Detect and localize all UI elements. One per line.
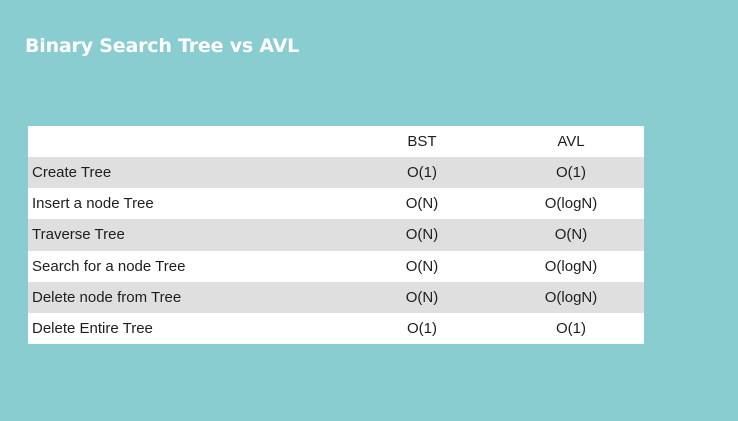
table-row: Create Tree O(1) O(1) xyxy=(28,157,644,189)
avl-cell: O(logN) xyxy=(498,188,644,220)
table-row: Delete Entire Tree O(1) O(1) xyxy=(28,312,644,344)
bst-cell: O(N) xyxy=(346,250,498,282)
row-label: Insert a node Tree xyxy=(28,188,346,220)
avl-cell: O(logN) xyxy=(498,250,644,282)
row-label: Delete node from Tree xyxy=(28,281,346,313)
bst-cell: O(N) xyxy=(346,219,498,251)
bst-cell: O(1) xyxy=(346,312,498,344)
slide-title: Binary Search Tree vs AVL xyxy=(25,35,300,57)
table-row: Traverse Tree O(N) O(N) xyxy=(28,219,644,251)
table-row: Search for a node Tree O(N) O(logN) xyxy=(28,250,644,282)
row-label: Traverse Tree xyxy=(28,219,346,251)
bst-cell: O(1) xyxy=(346,157,498,189)
header-cell-avl: AVL xyxy=(498,126,644,158)
avl-cell: O(logN) xyxy=(498,281,644,313)
bst-cell: O(N) xyxy=(346,188,498,220)
table-row: Insert a node Tree O(N) O(logN) xyxy=(28,188,644,220)
table-row: Delete node from Tree O(N) O(logN) xyxy=(28,281,644,313)
header-cell-blank xyxy=(28,126,346,158)
row-label: Search for a node Tree xyxy=(28,250,346,282)
avl-cell: O(1) xyxy=(498,157,644,189)
bst-cell: O(N) xyxy=(346,281,498,313)
avl-cell: O(1) xyxy=(498,312,644,344)
header-cell-bst: BST xyxy=(346,126,498,158)
comparison-table: BST AVL Create Tree O(1) O(1) Insert a n… xyxy=(28,126,644,344)
row-label: Create Tree xyxy=(28,157,346,189)
avl-cell: O(N) xyxy=(498,219,644,251)
row-label: Delete Entire Tree xyxy=(28,312,346,344)
table-header-row: BST AVL xyxy=(28,126,644,158)
